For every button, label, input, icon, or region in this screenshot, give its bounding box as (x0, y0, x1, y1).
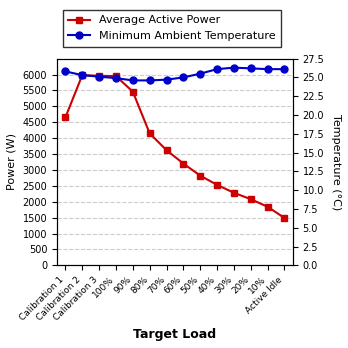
Y-axis label: Temperature (°C): Temperature (°C) (331, 114, 341, 210)
Average Active Power (283, 216, 287, 220)
Minimum Ambient Temperature (215, 67, 219, 71)
Minimum Ambient Temperature (283, 67, 287, 71)
Minimum Ambient Temperature (181, 75, 185, 79)
Minimum Ambient Temperature (131, 78, 135, 82)
Average Active Power (232, 191, 236, 195)
Average Active Power (181, 161, 185, 166)
Minimum Ambient Temperature (63, 69, 68, 73)
Average Active Power (266, 205, 270, 209)
Average Active Power (63, 115, 68, 119)
Minimum Ambient Temperature (232, 65, 236, 70)
Average Active Power (148, 131, 152, 135)
X-axis label: Target Load: Target Load (133, 328, 216, 341)
Line: Average Active Power: Average Active Power (63, 72, 287, 221)
Y-axis label: Power (W): Power (W) (7, 134, 17, 190)
Minimum Ambient Temperature (164, 78, 168, 82)
Average Active Power (97, 74, 101, 78)
Legend: Average Active Power, Minimum Ambient Temperature: Average Active Power, Minimum Ambient Te… (63, 10, 282, 47)
Minimum Ambient Temperature (266, 67, 270, 71)
Minimum Ambient Temperature (114, 76, 118, 80)
Minimum Ambient Temperature (80, 73, 84, 77)
Average Active Power (215, 183, 219, 187)
Minimum Ambient Temperature (249, 66, 253, 71)
Line: Minimum Ambient Temperature: Minimum Ambient Temperature (62, 64, 288, 84)
Minimum Ambient Temperature (148, 78, 152, 82)
Average Active Power (80, 73, 84, 77)
Average Active Power (164, 148, 168, 152)
Minimum Ambient Temperature (198, 72, 202, 76)
Average Active Power (131, 89, 135, 94)
Average Active Power (198, 174, 202, 178)
Minimum Ambient Temperature (97, 74, 101, 79)
Average Active Power (249, 197, 253, 201)
Average Active Power (114, 74, 118, 78)
